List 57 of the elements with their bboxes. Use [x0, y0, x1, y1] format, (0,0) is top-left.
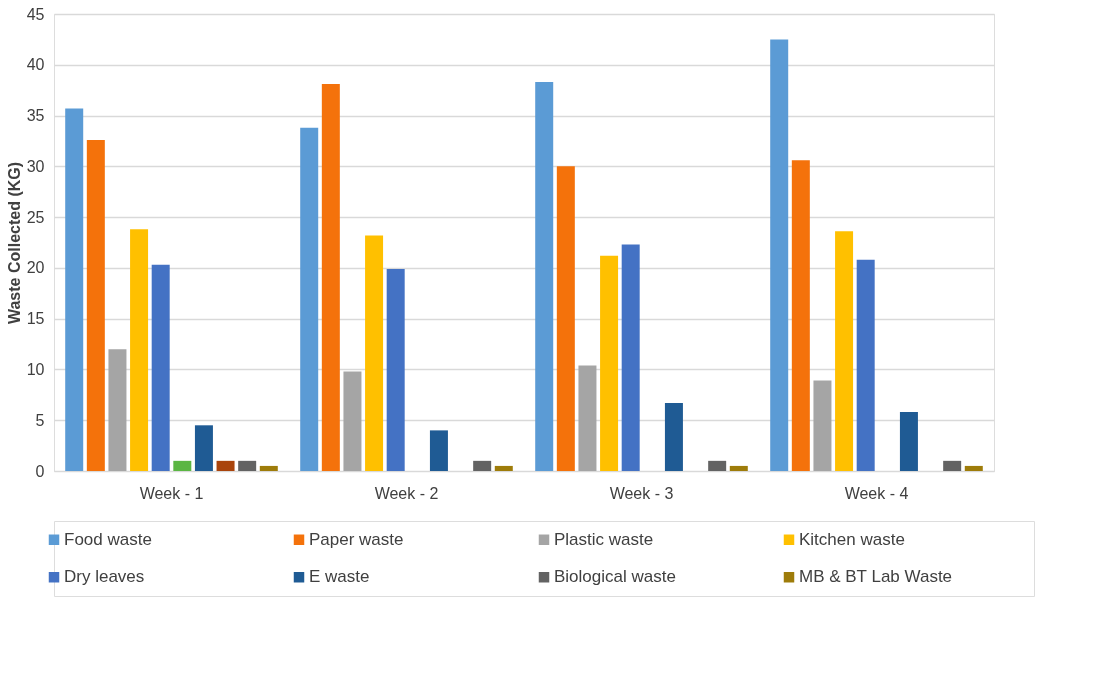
bar	[856, 259, 875, 471]
bar	[365, 235, 384, 471]
bar	[621, 244, 640, 471]
x-tick-label: Week - 2	[374, 484, 439, 502]
bar	[259, 465, 278, 471]
bar	[86, 139, 105, 471]
bar	[729, 465, 748, 471]
bar	[770, 39, 789, 471]
bar	[835, 231, 854, 471]
bar	[708, 460, 727, 471]
bar	[556, 166, 575, 471]
legend-label: Kitchen waste	[799, 529, 905, 549]
bar	[943, 460, 962, 471]
y-tick-label: 45	[26, 5, 45, 23]
bar	[494, 465, 513, 471]
y-tick-label: 0	[35, 462, 45, 480]
bar	[899, 412, 918, 471]
bar	[578, 365, 597, 471]
y-tick-label: 5	[35, 411, 45, 429]
bar	[386, 268, 405, 471]
bar	[194, 425, 213, 471]
bar	[535, 82, 554, 471]
bar	[300, 127, 319, 471]
bar	[473, 460, 492, 471]
bar	[321, 84, 340, 471]
x-tick-label: Week - 1	[139, 484, 204, 502]
y-tick-label: 15	[26, 310, 45, 328]
y-axis-title: Waste Collected (KG)	[5, 161, 23, 325]
y-tick-label: 25	[26, 208, 45, 226]
x-tick-label: Week - 4	[844, 484, 909, 502]
legend-label: Food waste	[64, 529, 152, 549]
bar	[173, 460, 192, 471]
bar	[964, 465, 983, 471]
bar	[813, 380, 832, 471]
y-tick-label: 20	[26, 259, 45, 277]
bar	[108, 349, 127, 471]
legend-label: MB & BT Lab Waste	[799, 567, 953, 587]
legend-label: Dry leaves	[64, 567, 145, 587]
bar	[65, 108, 84, 471]
bar	[151, 264, 170, 471]
x-tick-label: Week - 3	[609, 484, 674, 502]
legend-label: E waste	[309, 567, 370, 587]
bar	[216, 460, 235, 471]
bar	[664, 402, 683, 471]
bar	[130, 229, 149, 471]
y-tick-label: 40	[26, 56, 45, 74]
bar	[343, 371, 362, 471]
bar	[791, 160, 810, 471]
legend-label: Paper waste	[309, 529, 404, 549]
bar	[429, 430, 448, 471]
y-tick-label: 10	[26, 360, 45, 378]
y-tick-label: 35	[26, 107, 45, 125]
bar	[238, 460, 257, 471]
bar	[600, 255, 619, 471]
legend-label: Biological waste	[554, 567, 676, 587]
legend-label: Plastic waste	[554, 529, 654, 549]
y-tick-label: 30	[26, 157, 45, 175]
